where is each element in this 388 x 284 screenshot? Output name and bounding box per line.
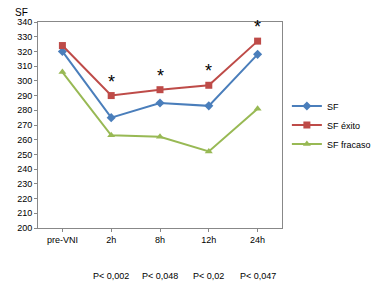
svg-text:280: 280 (17, 105, 32, 115)
svg-text:2h: 2h (106, 235, 116, 245)
svg-text:220: 220 (17, 194, 32, 204)
svg-text:SF: SF (15, 7, 28, 18)
svg-text:SF fracaso: SF fracaso (327, 140, 371, 150)
svg-text:SF éxito: SF éxito (327, 121, 360, 131)
svg-text:24h: 24h (250, 235, 265, 245)
svg-text:12h: 12h (201, 235, 216, 245)
svg-text:SF: SF (327, 102, 339, 112)
svg-text:340: 340 (17, 17, 32, 27)
svg-text:240: 240 (17, 164, 32, 174)
svg-text:pre-VNI: pre-VNI (47, 235, 78, 245)
svg-text:330: 330 (17, 32, 32, 42)
svg-text:P< 0,002: P< 0,002 (93, 271, 129, 281)
svg-text:260: 260 (17, 135, 32, 145)
svg-text:310: 310 (17, 61, 32, 71)
svg-text:P< 0,02: P< 0,02 (193, 271, 224, 281)
svg-text:300: 300 (17, 76, 32, 86)
svg-text:210: 210 (17, 208, 32, 218)
svg-text:*: * (108, 72, 115, 92)
svg-text:230: 230 (17, 179, 32, 189)
svg-text:270: 270 (17, 120, 32, 130)
svg-text:250: 250 (17, 150, 32, 160)
svg-text:8h: 8h (155, 235, 165, 245)
svg-text:P< 0,048: P< 0,048 (142, 271, 178, 281)
svg-text:320: 320 (17, 47, 32, 57)
svg-text:*: * (254, 17, 261, 37)
svg-text:290: 290 (17, 91, 32, 101)
svg-text:200: 200 (17, 223, 32, 233)
svg-text:P< 0,047: P< 0,047 (240, 271, 276, 281)
svg-text:*: * (157, 66, 164, 86)
svg-text:*: * (205, 61, 212, 81)
